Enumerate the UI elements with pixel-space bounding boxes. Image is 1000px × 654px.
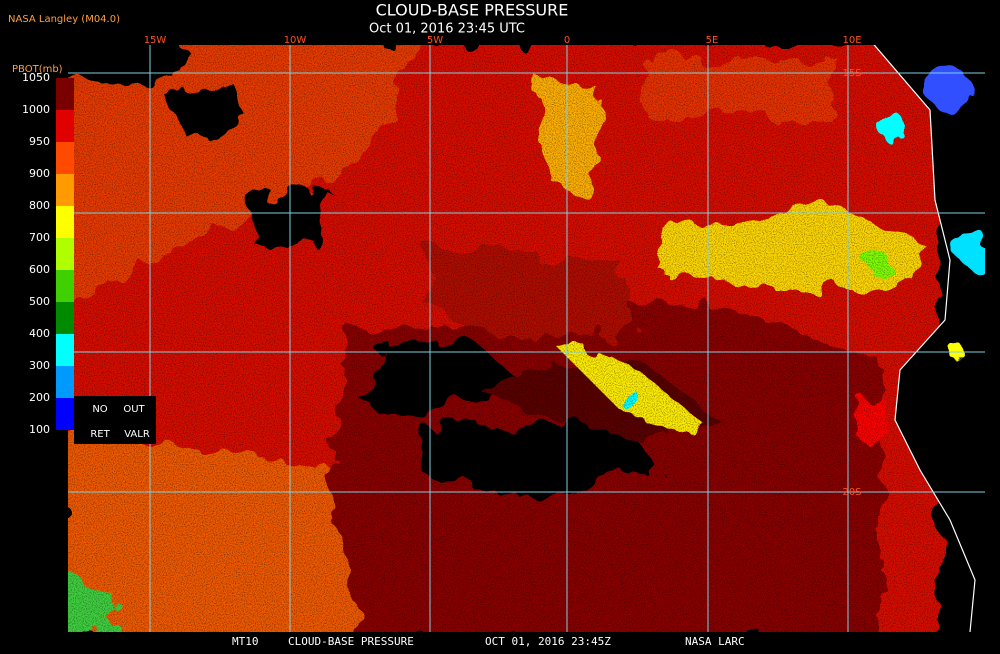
legend-swatch	[56, 366, 74, 398]
legend-extra: OUT	[123, 404, 145, 415]
legend-swatch	[56, 206, 74, 238]
lon-label: 15W	[144, 35, 167, 46]
legend-level: 300	[29, 359, 50, 372]
legend-level: 200	[29, 391, 50, 404]
legend-level: 800	[29, 199, 50, 212]
legend-swatch	[56, 174, 74, 206]
legend-swatch	[56, 142, 74, 174]
legend-swatch	[56, 110, 74, 142]
lat-label: 20S	[842, 487, 861, 498]
legend-swatch	[56, 238, 74, 270]
legend-extra-box	[74, 396, 156, 444]
longitude-labels: 15W 10W 5W 0 5E 10E	[144, 35, 862, 46]
legend-level: 1050	[22, 71, 50, 84]
legend: 1050 1000 950 900 800 700 600 500 400 300 200 100	[22, 71, 74, 436]
lon-label: 5E	[706, 35, 719, 46]
lon-label: 10E	[842, 35, 861, 46]
lon-label: 0	[564, 35, 570, 46]
lon-label: 5W	[427, 35, 443, 46]
legend-level: 900	[29, 167, 50, 180]
legend-swatch	[56, 302, 74, 334]
legend-extra: RET	[90, 429, 110, 440]
source: NASA Langley (M04.0)	[8, 14, 120, 25]
graticule	[68, 45, 985, 632]
datetime: Oct 01, 2016 23:45 UTC	[369, 22, 525, 37]
footer-product: MT10	[232, 635, 259, 648]
legend-level: 500	[29, 295, 50, 308]
legend-swatch	[56, 78, 74, 110]
legend-level: 950	[29, 135, 50, 148]
legend-level: 100	[29, 423, 50, 436]
cloud-map	[68, 45, 985, 632]
footer-credit: NASA LARC	[685, 635, 745, 648]
legend-level: 600	[29, 263, 50, 276]
footer-datetime: OCT 01, 2016 23:45Z	[485, 635, 611, 648]
lon-label: 10W	[284, 35, 307, 46]
lat-label: 15S	[842, 68, 861, 79]
legend-extra: NO	[92, 404, 107, 415]
legend-swatch	[56, 398, 74, 430]
legend-level: 700	[29, 231, 50, 244]
footer-title: CLOUD-BASE PRESSURE	[288, 635, 414, 648]
legend-extra: VALR	[124, 429, 150, 440]
legend-swatch	[56, 334, 74, 366]
title: CLOUD-BASE PRESSURE	[376, 1, 569, 20]
legend-level: 1000	[22, 103, 50, 116]
legend-swatch	[56, 270, 74, 302]
footer: MT10 CLOUD-BASE PRESSURE OCT 01, 2016 23…	[232, 635, 745, 648]
legend-title: PBOT(mb)	[12, 64, 63, 75]
legend-level: 400	[29, 327, 50, 340]
